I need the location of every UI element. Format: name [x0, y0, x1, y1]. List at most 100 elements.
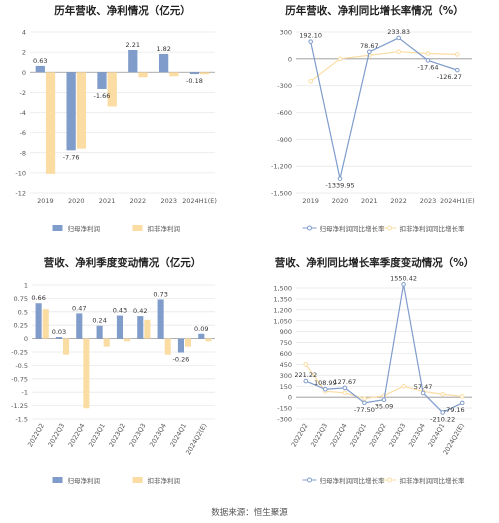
- y-tick-label: 0: [24, 335, 28, 343]
- bar-secondary: [76, 72, 86, 149]
- y-tick-label: 1,200: [273, 306, 292, 314]
- y-tick-label: 750: [280, 339, 292, 347]
- point-secondary: [401, 383, 406, 389]
- point-secondary: [425, 51, 431, 56]
- y-tick-label: 1,050: [273, 317, 292, 325]
- bar-secondary: [169, 72, 179, 77]
- bar-primary: [97, 72, 107, 89]
- chart-title: 历年营收、净利情况（亿元）: [54, 5, 191, 17]
- data-label: -1339.95: [325, 182, 354, 190]
- x-tick-label: 2022: [130, 197, 147, 205]
- legend-swatch: [52, 225, 63, 231]
- bar-secondary: [42, 309, 49, 339]
- annual-profit-panel: 历年营收、净利情况（亿元） -12 -10 -8 -6 -4 -2 0 2 4 2019 2020 2…: [0, 0, 245, 250]
- y-tick-label: 1,350: [273, 295, 292, 303]
- data-label: -0.18: [186, 77, 203, 85]
- y-tick-label: 450: [280, 361, 292, 369]
- y-tick-label: -12: [15, 190, 26, 198]
- point-primary: [440, 410, 445, 415]
- x-tick-label: 2022: [390, 197, 407, 205]
- x-tick-label: 2023Q3: [128, 422, 148, 448]
- point-primary: [362, 400, 367, 406]
- x-tick-label: 2024H1(E): [440, 197, 475, 205]
- y-tick-label: -300: [277, 416, 292, 424]
- y-tick-label: 150: [280, 383, 292, 391]
- point-primary: [455, 67, 460, 73]
- data-label: 1.82: [156, 45, 170, 53]
- y-tick-label: -1.25: [11, 402, 28, 410]
- data-label: 78.67: [360, 42, 379, 50]
- bar-secondary: [83, 338, 90, 409]
- point-primary: [308, 39, 313, 44]
- point-primary: [337, 176, 343, 181]
- y-tick-label: -4: [20, 109, 26, 117]
- point-secondary: [303, 362, 309, 367]
- data-label: 0.09: [194, 325, 208, 333]
- data-label: 1550.42: [390, 274, 417, 282]
- bar-secondary: [144, 319, 151, 339]
- x-tick-label: 2023Q3: [387, 422, 407, 448]
- chart-title: 营收、净利同比增长率季度变动情况（%）: [274, 257, 475, 269]
- bar-primary: [35, 65, 45, 73]
- point-primary: [381, 397, 387, 403]
- x-tick-label: 2022Q4: [67, 422, 87, 448]
- point-secondary: [459, 394, 465, 399]
- data-label: 0.43: [113, 307, 127, 315]
- bar-primary: [128, 50, 138, 73]
- y-tick-label: 900: [280, 328, 292, 336]
- y-tick-label: -1.5: [15, 416, 28, 424]
- bar-primary: [198, 333, 205, 339]
- y-tick-label: 0.25: [14, 322, 28, 330]
- bar-secondary: [103, 338, 110, 347]
- legend-swatch: [52, 477, 63, 483]
- x-tick-label: 2024Q1: [427, 422, 447, 448]
- y-tick-label: 600: [280, 350, 292, 358]
- bar-primary: [137, 316, 144, 339]
- data-label: 0.03: [52, 328, 66, 336]
- x-tick-label: 2021: [99, 197, 116, 205]
- y-tick-label: -900: [277, 136, 292, 144]
- legend-swatch: [132, 477, 143, 483]
- x-tick-label: 2024H1(E): [182, 197, 217, 205]
- series-line-primary: [310, 37, 458, 179]
- data-label: 221.22: [294, 371, 317, 379]
- bar-primary: [35, 303, 42, 339]
- y-tick-label: 2: [22, 49, 26, 57]
- annual-profit-bar-chart: -12 -10 -8 -6 -4 -2 0 2 4 2019 2020 2021 2022 2023 202…: [15, 29, 217, 234]
- x-tick-label: 2020: [68, 197, 85, 205]
- data-label: 2.21: [126, 41, 140, 49]
- bar-primary: [55, 336, 62, 339]
- y-tick-label: 0.75: [14, 295, 28, 303]
- point-primary: [396, 35, 401, 41]
- data-label: 0.63: [33, 57, 47, 65]
- bar-secondary: [63, 338, 70, 355]
- series-line-secondary: [310, 51, 458, 82]
- y-tick-label: 1: [24, 282, 28, 290]
- data-label: -7.76: [63, 153, 80, 161]
- data-label: 233.83: [387, 28, 410, 36]
- x-tick-label: 2023Q2: [368, 422, 388, 448]
- x-tick-label: 2022Q4: [329, 422, 349, 448]
- x-tick-label: 2023Q4: [407, 422, 427, 448]
- point-secondary: [396, 49, 401, 54]
- bar-primary: [66, 72, 76, 151]
- bar-primary: [76, 313, 83, 339]
- legend-marker: [387, 225, 392, 231]
- bar-secondary: [45, 72, 56, 174]
- bar-primary: [96, 325, 103, 339]
- data-label: -79.16: [444, 406, 465, 414]
- legend-label: 归母净利润同比增长率: [320, 224, 386, 233]
- bar-primary: [116, 315, 123, 339]
- x-tick-label: 2023Q4: [148, 422, 168, 448]
- bar-secondary: [107, 72, 117, 107]
- x-tick-label: 2024Q2(E): [184, 422, 208, 456]
- x-tick-label: 2022Q2: [290, 422, 310, 448]
- y-tick-label: 0: [288, 55, 292, 63]
- data-label: 127.67: [334, 378, 357, 386]
- quarterly-growth-panel: 营收、净利同比增长率季度变动情况（%） -300 -150 0 150 300 450 60…: [250, 252, 499, 502]
- data-label: 0.66: [31, 294, 45, 302]
- y-tick-label: -8: [20, 149, 26, 157]
- legend-marker: [307, 225, 312, 231]
- bar-secondary: [200, 72, 210, 75]
